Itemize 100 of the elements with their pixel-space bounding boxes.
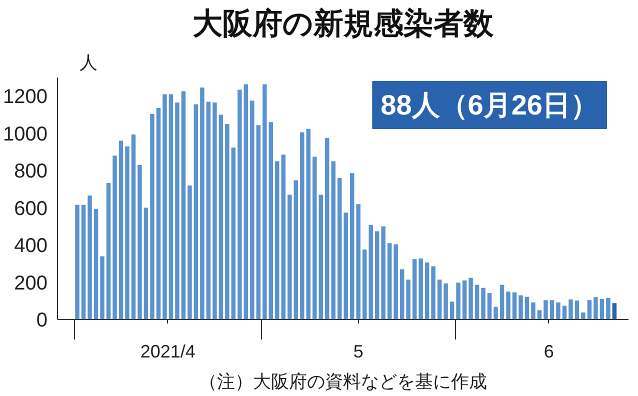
x-tick-label: 6	[544, 342, 554, 362]
bar	[212, 102, 217, 320]
bar	[238, 90, 242, 320]
bar	[612, 303, 617, 320]
bar	[312, 156, 317, 320]
bar	[581, 312, 586, 320]
bar	[562, 306, 567, 320]
bar	[394, 244, 398, 320]
bar	[188, 185, 192, 320]
bar	[437, 280, 442, 320]
bar	[300, 132, 304, 320]
bar	[325, 138, 330, 320]
bar	[94, 208, 98, 320]
bar	[112, 156, 117, 320]
bar	[306, 128, 311, 320]
bar	[218, 114, 224, 320]
bar	[194, 104, 198, 320]
bar	[262, 84, 267, 320]
bar	[512, 292, 517, 320]
y-tick-label: 1000	[3, 123, 48, 146]
bar	[337, 178, 342, 320]
bar	[606, 298, 610, 320]
bar	[106, 182, 111, 320]
bar	[431, 266, 436, 320]
bar	[412, 259, 417, 320]
bar	[256, 125, 261, 320]
bar	[474, 284, 480, 320]
bar	[206, 102, 211, 320]
bar	[531, 302, 536, 320]
bar	[600, 299, 604, 320]
bar	[88, 196, 92, 320]
bar	[524, 296, 530, 320]
bar	[537, 310, 542, 320]
x-tick-label: 2021/4	[140, 342, 196, 362]
bar	[150, 114, 154, 320]
bar	[244, 84, 248, 320]
bar	[387, 243, 392, 320]
bar	[356, 204, 360, 320]
bar	[331, 161, 336, 320]
bar	[518, 295, 523, 320]
text: （注）大阪府の資料などを基に作成	[199, 372, 487, 392]
bar	[468, 278, 473, 320]
bar	[81, 204, 86, 320]
bar	[294, 180, 298, 320]
bar	[131, 134, 136, 320]
bar	[400, 269, 404, 320]
bar	[168, 94, 174, 320]
bar	[156, 108, 161, 320]
bar	[144, 208, 148, 320]
bar	[462, 280, 467, 320]
y-axis-title: 人	[80, 52, 98, 72]
bar	[406, 280, 410, 320]
bar	[318, 194, 323, 320]
bar	[225, 124, 230, 320]
bar	[281, 154, 286, 320]
bar	[550, 300, 554, 320]
bar	[544, 300, 548, 320]
bar	[268, 122, 274, 320]
bar	[494, 306, 498, 320]
bar	[231, 147, 236, 320]
bar	[594, 297, 598, 320]
bar	[125, 146, 130, 320]
bar	[175, 102, 180, 320]
bar	[444, 283, 448, 320]
bar	[344, 212, 348, 320]
bar	[587, 300, 592, 320]
bar	[288, 194, 292, 320]
bar	[138, 164, 142, 320]
bar	[487, 293, 492, 320]
x-tick-label: 5	[353, 342, 364, 362]
bar	[556, 302, 560, 320]
bar	[162, 94, 167, 320]
chart-title: 大阪府の新規感染者数	[192, 6, 494, 40]
bar	[362, 250, 367, 320]
y-tick-label: 1200	[3, 86, 48, 108]
annotation: 88人（6月26日）	[380, 90, 599, 120]
bar	[275, 161, 280, 320]
y-tick-label: 200	[14, 272, 48, 294]
bar	[481, 288, 486, 320]
bar	[506, 292, 510, 320]
bar	[100, 256, 104, 320]
bar	[381, 226, 386, 320]
bar	[118, 140, 124, 320]
y-tick-label: 800	[14, 160, 48, 183]
bar	[568, 299, 573, 320]
bar	[368, 224, 373, 320]
bar	[200, 88, 204, 320]
bar	[450, 302, 454, 320]
bar	[250, 100, 254, 320]
y-tick-label: 600	[14, 198, 48, 220]
bar	[350, 173, 354, 320]
bar	[75, 204, 80, 320]
bar	[181, 91, 186, 320]
y-tick-label: 400	[14, 235, 48, 258]
bar	[374, 231, 380, 320]
bar	[424, 262, 430, 320]
bar	[418, 258, 423, 320]
bar	[500, 284, 504, 320]
bar	[456, 282, 460, 320]
y-tick-label: 0	[36, 310, 48, 332]
